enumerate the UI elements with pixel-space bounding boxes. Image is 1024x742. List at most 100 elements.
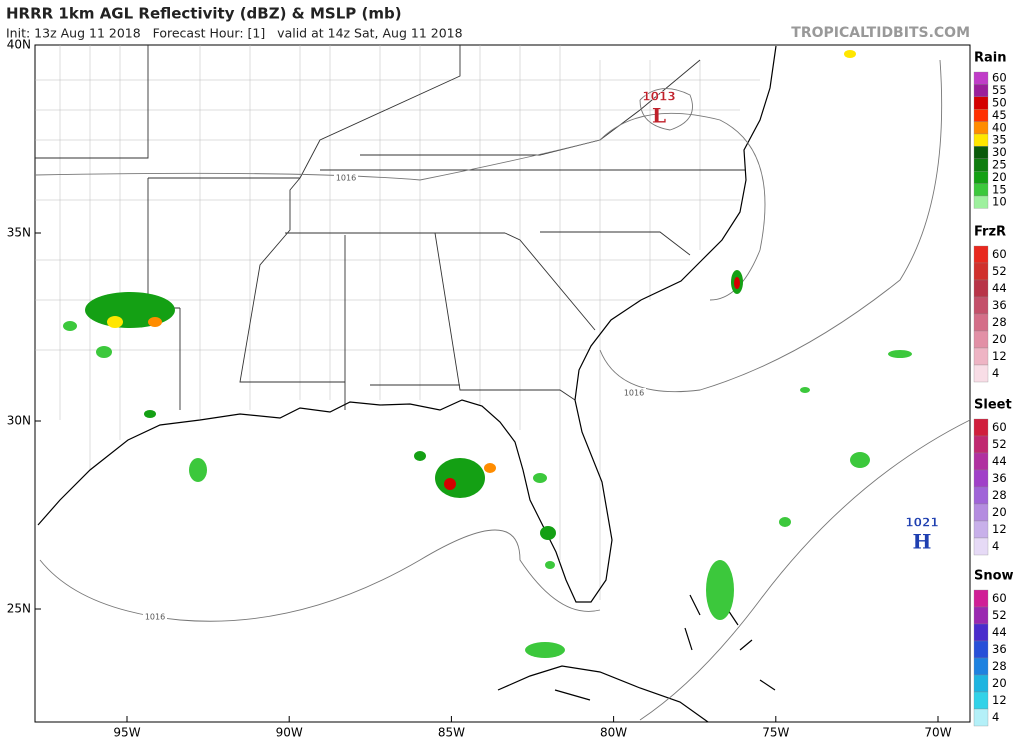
isobar-label-bg: [143, 612, 167, 622]
map: [34, 44, 971, 723]
legend-label: 44: [992, 281, 1007, 295]
isobar-label-bg: [622, 388, 646, 398]
legend-swatch: [973, 158, 989, 172]
legend-label: 12: [992, 693, 1007, 707]
legend-swatch: [973, 537, 989, 556]
lon-label: 70W: [924, 726, 951, 740]
isobar-label: 1016: [624, 389, 644, 398]
legend-swatch: [973, 708, 989, 727]
low-pressure: 1013: [642, 90, 675, 104]
legend-swatch: [973, 486, 989, 505]
legend-swatch: [973, 96, 989, 110]
legend-swatch: [973, 589, 989, 608]
legend-swatch: [973, 606, 989, 625]
legend-swatch: [973, 133, 989, 147]
lat-label: 25N: [7, 602, 31, 616]
legend-label: 45: [992, 108, 1007, 122]
legend-label: 35: [992, 133, 1007, 147]
legend-label: 20: [992, 676, 1007, 690]
legend-swatch: [973, 195, 989, 209]
legend-swatch: [973, 84, 989, 97]
lon-label: 95W: [113, 726, 140, 740]
isobar-label-bg: [334, 173, 358, 183]
legend-swatch: [973, 640, 989, 659]
isobar-label: 1016: [145, 613, 165, 622]
legend-label: 28: [992, 315, 1007, 329]
high-letter: H: [913, 530, 932, 554]
legend-swatch: [973, 435, 989, 454]
legend-label: 4: [992, 710, 999, 724]
legend-swatch: [973, 296, 989, 315]
legend-label: 4: [992, 539, 999, 553]
legend-swatch: [973, 330, 989, 349]
map-frame: [34, 44, 971, 723]
legend-title: Rain: [974, 51, 1007, 66]
legend-label: 60: [992, 420, 1007, 434]
lon-label: 90W: [276, 726, 303, 740]
legend-label: 4: [992, 366, 999, 380]
legend-label: 52: [992, 608, 1007, 622]
legend-label: 44: [992, 454, 1007, 468]
legend-swatch: [973, 674, 989, 693]
legend-swatch: [973, 418, 989, 437]
legend-label: 52: [992, 264, 1007, 278]
legend-label: 55: [992, 83, 1007, 97]
lat-label: 35N: [7, 226, 31, 240]
legend-swatch: [973, 71, 989, 85]
legend-label: 15: [992, 182, 1007, 196]
legend-label: 25: [992, 158, 1007, 172]
lon-label: 75W: [762, 726, 789, 740]
legend-label: 12: [992, 349, 1007, 363]
legend-swatch: [973, 313, 989, 332]
legend-swatch: [973, 364, 989, 383]
coastline: [37, 45, 777, 603]
legend-label: 20: [992, 505, 1007, 519]
legend-swatch: [973, 503, 989, 522]
legend-swatch: [973, 171, 989, 184]
legend-swatch: [973, 121, 989, 135]
legend-label: 28: [992, 488, 1007, 502]
legend-title: Sleet: [974, 398, 1012, 413]
cuba: [497, 665, 709, 723]
legend-label: 36: [992, 298, 1007, 312]
legend-swatch: [973, 146, 989, 159]
lon-label: 85W: [438, 726, 465, 740]
legend-title: Snow: [974, 569, 1014, 584]
legend-label: 28: [992, 659, 1007, 673]
legend-label: 52: [992, 437, 1007, 451]
precip: [63, 50, 912, 658]
legend-label: 60: [992, 71, 1007, 85]
legend-label: 60: [992, 247, 1007, 261]
site-credit: TROPICALTIDBITS.COM: [791, 25, 970, 41]
legend-swatch: [973, 279, 989, 298]
legend-label: 36: [992, 471, 1007, 485]
title: HRRR 1km AGL Reflectivity (dBZ) & MSLP (…: [6, 5, 402, 23]
legend-swatch: [973, 183, 989, 197]
low-letter: L: [652, 104, 666, 128]
legend-swatch: [973, 452, 989, 471]
isobar-label: 1016: [336, 174, 356, 183]
county-lines: [35, 45, 760, 600]
legend-label: 12: [992, 522, 1007, 536]
legend-swatch: [973, 245, 989, 264]
subtitle: Init: 13z Aug 11 2018 Forecast Hour: [1]…: [6, 26, 463, 41]
lat-label: 40N: [7, 38, 31, 52]
legend-title: FrzR: [974, 225, 1006, 240]
high-pressure: 1021: [905, 516, 938, 530]
legend-swatch: [973, 691, 989, 710]
legend-swatch: [973, 520, 989, 539]
legend-label: 40: [992, 120, 1007, 134]
legend-label: 44: [992, 625, 1007, 639]
legend-label: 10: [992, 195, 1007, 209]
legend-swatch: [973, 657, 989, 676]
legend-label: 20: [992, 332, 1007, 346]
legend-swatch: [973, 109, 989, 122]
legend-label: 60: [992, 591, 1007, 605]
isobars: [34, 59, 971, 721]
legend-label: 30: [992, 145, 1007, 159]
legend-label: 50: [992, 96, 1007, 110]
legend-swatch: [973, 347, 989, 366]
legend-label: 20: [992, 170, 1007, 184]
legend-label: 36: [992, 642, 1007, 656]
